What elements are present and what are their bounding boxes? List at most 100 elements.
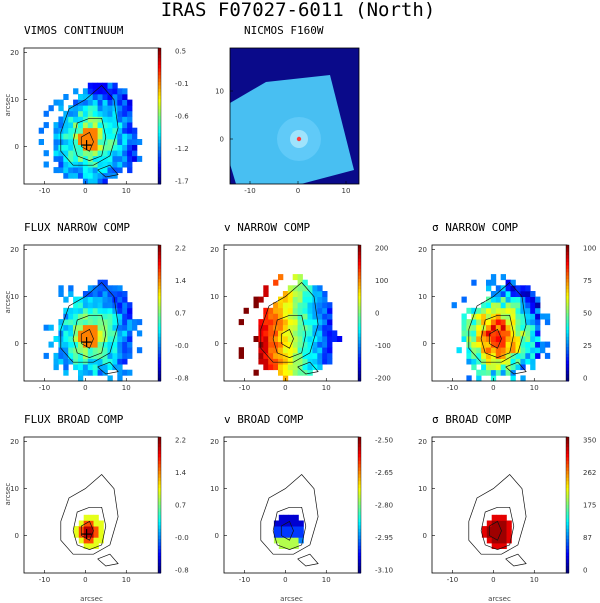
map-pixel bbox=[87, 369, 94, 376]
colorbar-step bbox=[158, 78, 161, 83]
map-pixel bbox=[87, 105, 94, 112]
colorbar-step bbox=[158, 484, 161, 489]
colorbar-step bbox=[158, 491, 161, 496]
core-pixel bbox=[88, 514, 94, 521]
colorbar-step bbox=[358, 545, 361, 550]
colorbar-tick: 0.7 bbox=[175, 310, 186, 318]
map-pixel bbox=[273, 358, 279, 365]
map-pixel bbox=[63, 296, 69, 303]
map-pixel bbox=[302, 358, 308, 365]
colorbar-step bbox=[158, 457, 161, 462]
map-pixel bbox=[525, 324, 531, 331]
colorbar-step bbox=[158, 163, 161, 168]
colorbar-step bbox=[158, 443, 161, 448]
map-pixel bbox=[97, 302, 103, 309]
map-pixel bbox=[317, 291, 323, 297]
colorbar-step bbox=[158, 282, 161, 287]
map-pixel bbox=[82, 319, 89, 326]
map-pixel bbox=[500, 336, 506, 342]
map-pixel bbox=[268, 319, 274, 326]
map-pixel bbox=[525, 352, 531, 359]
map-pixel bbox=[258, 352, 264, 359]
colorbar-step bbox=[358, 437, 361, 441]
map-pixel bbox=[68, 341, 74, 348]
map-pixel bbox=[78, 369, 84, 376]
map-pixel bbox=[58, 285, 64, 292]
colorbar-step bbox=[566, 333, 569, 338]
colorbar-step bbox=[158, 275, 161, 280]
colorbar-step bbox=[358, 255, 361, 260]
map-pixel bbox=[82, 364, 89, 371]
core-pixel bbox=[501, 520, 507, 527]
map-pixel bbox=[471, 279, 477, 286]
colorbar-tick: 0.5 bbox=[175, 48, 186, 56]
contour-line bbox=[280, 520, 294, 541]
colorbar-tick: 2.2 bbox=[175, 437, 186, 445]
colorbar-step bbox=[158, 511, 161, 516]
map-pixel bbox=[327, 313, 333, 320]
colorbar-step bbox=[158, 501, 161, 506]
colorbar-tick: -0.0 bbox=[175, 534, 189, 542]
map-pixel bbox=[302, 369, 308, 376]
map-pixel bbox=[302, 330, 308, 337]
map-pixel bbox=[117, 358, 123, 365]
map-pixel bbox=[82, 133, 89, 140]
colorbar-step bbox=[158, 333, 161, 338]
core-pixel bbox=[288, 526, 294, 533]
colorbar-step bbox=[566, 532, 569, 537]
map-pixel bbox=[322, 336, 328, 342]
y-tick-label: 10 bbox=[210, 485, 219, 493]
map-pixel bbox=[112, 122, 118, 129]
map-pixel bbox=[476, 319, 482, 326]
map-pixel bbox=[476, 324, 482, 331]
contour-line bbox=[97, 361, 119, 375]
map-pixel bbox=[48, 324, 54, 331]
y-axis-label: arcsec bbox=[4, 291, 12, 314]
map-pixel bbox=[278, 324, 284, 331]
colorbar-step bbox=[566, 265, 569, 270]
colorbar-step bbox=[158, 316, 161, 321]
map-pixel bbox=[87, 336, 94, 342]
map-pixel bbox=[263, 285, 269, 292]
map-pixel bbox=[505, 313, 511, 320]
colorbar-frame bbox=[157, 436, 162, 574]
x-tick-label: -10 bbox=[239, 576, 250, 584]
map-pixel bbox=[525, 296, 531, 303]
contour-line bbox=[297, 553, 319, 567]
map-pixel bbox=[263, 347, 269, 354]
core-pixel bbox=[496, 514, 502, 521]
map-pixel bbox=[505, 291, 511, 297]
colorbar-step bbox=[158, 566, 161, 571]
core-pixel bbox=[506, 537, 512, 544]
y-tick-label: 10 bbox=[10, 293, 19, 301]
colorbar-step bbox=[566, 258, 569, 263]
contour-line bbox=[272, 506, 307, 550]
map-pixel bbox=[87, 88, 94, 95]
core-pixel bbox=[496, 537, 502, 544]
map-pixel bbox=[78, 116, 84, 123]
map-pixel bbox=[97, 82, 103, 89]
colorbar-step bbox=[158, 464, 161, 469]
map-pixel bbox=[317, 358, 323, 365]
x-tick-label: 0 bbox=[491, 576, 495, 584]
colorbar-step bbox=[158, 160, 161, 165]
nucleus-marker bbox=[296, 136, 302, 142]
colorbar-step bbox=[566, 330, 569, 334]
map-pixel bbox=[515, 330, 521, 337]
colorbar-step bbox=[158, 150, 161, 154]
colorbar-step bbox=[566, 528, 569, 533]
map-pixel bbox=[117, 369, 123, 376]
contour-line bbox=[80, 520, 94, 541]
map-pixel bbox=[515, 324, 521, 331]
map-pixel bbox=[505, 330, 511, 337]
colorbar-step bbox=[158, 437, 161, 441]
core-pixel bbox=[88, 531, 94, 538]
map-pixel bbox=[307, 347, 313, 354]
colorbar-step bbox=[158, 319, 161, 324]
colorbar-tick: 0.7 bbox=[175, 502, 186, 510]
map-pixel bbox=[97, 94, 103, 100]
map-pixel bbox=[127, 167, 133, 174]
map-pixel bbox=[510, 302, 516, 309]
map-pixel bbox=[132, 127, 138, 134]
map-pixel bbox=[117, 155, 123, 162]
